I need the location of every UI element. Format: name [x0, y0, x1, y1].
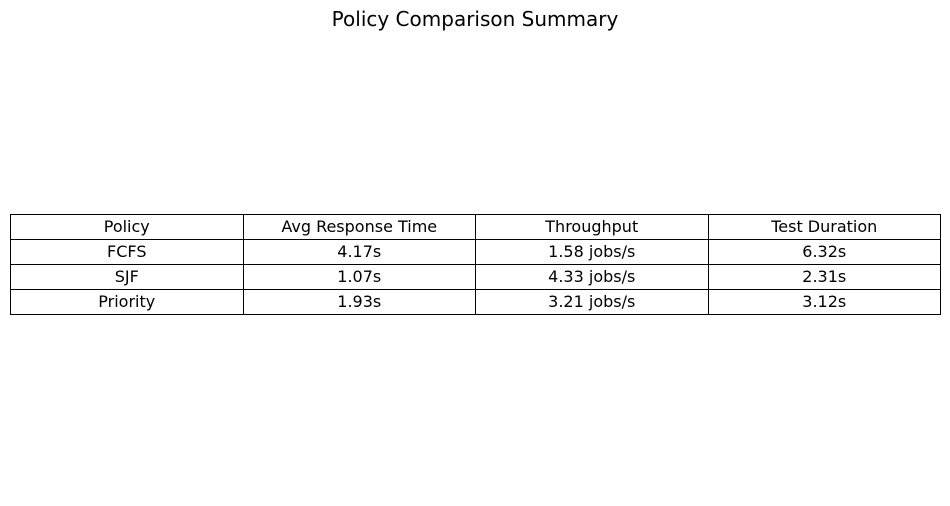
table-row: FCFS 4.17s 1.58 jobs/s 6.32s — [10, 239, 941, 265]
table-cell-test-duration: 3.12s — [707, 289, 941, 315]
table-cell-throughput: 1.58 jobs/s — [475, 239, 709, 265]
table-row: SJF 1.07s 4.33 jobs/s 2.31s — [10, 264, 941, 290]
table-cell-test-duration: 6.32s — [707, 239, 941, 265]
header-cell-policy: Policy — [10, 214, 244, 240]
table-cell-policy: SJF — [10, 264, 244, 290]
table-header-row: Policy Avg Response Time Throughput Test… — [10, 214, 941, 240]
table-cell-test-duration: 2.31s — [707, 264, 941, 290]
table-row: Priority 1.93s 3.21 jobs/s 3.12s — [10, 289, 941, 315]
table-cell-throughput: 4.33 jobs/s — [475, 264, 709, 290]
summary-table-container: Policy Avg Response Time Throughput Test… — [10, 214, 941, 315]
header-cell-avg-response-time: Avg Response Time — [242, 214, 476, 240]
table-cell-avg-response-time: 1.07s — [242, 264, 476, 290]
table-cell-avg-response-time: 4.17s — [242, 239, 476, 265]
policy-comparison-table: Policy Avg Response Time Throughput Test… — [10, 214, 941, 315]
table-cell-throughput: 3.21 jobs/s — [475, 289, 709, 315]
table-cell-avg-response-time: 1.93s — [242, 289, 476, 315]
chart-title: Policy Comparison Summary — [331, 7, 619, 31]
header-cell-throughput: Throughput — [475, 214, 709, 240]
table-cell-policy: FCFS — [10, 239, 244, 265]
header-cell-test-duration: Test Duration — [707, 214, 941, 240]
table-cell-policy: Priority — [10, 289, 244, 315]
